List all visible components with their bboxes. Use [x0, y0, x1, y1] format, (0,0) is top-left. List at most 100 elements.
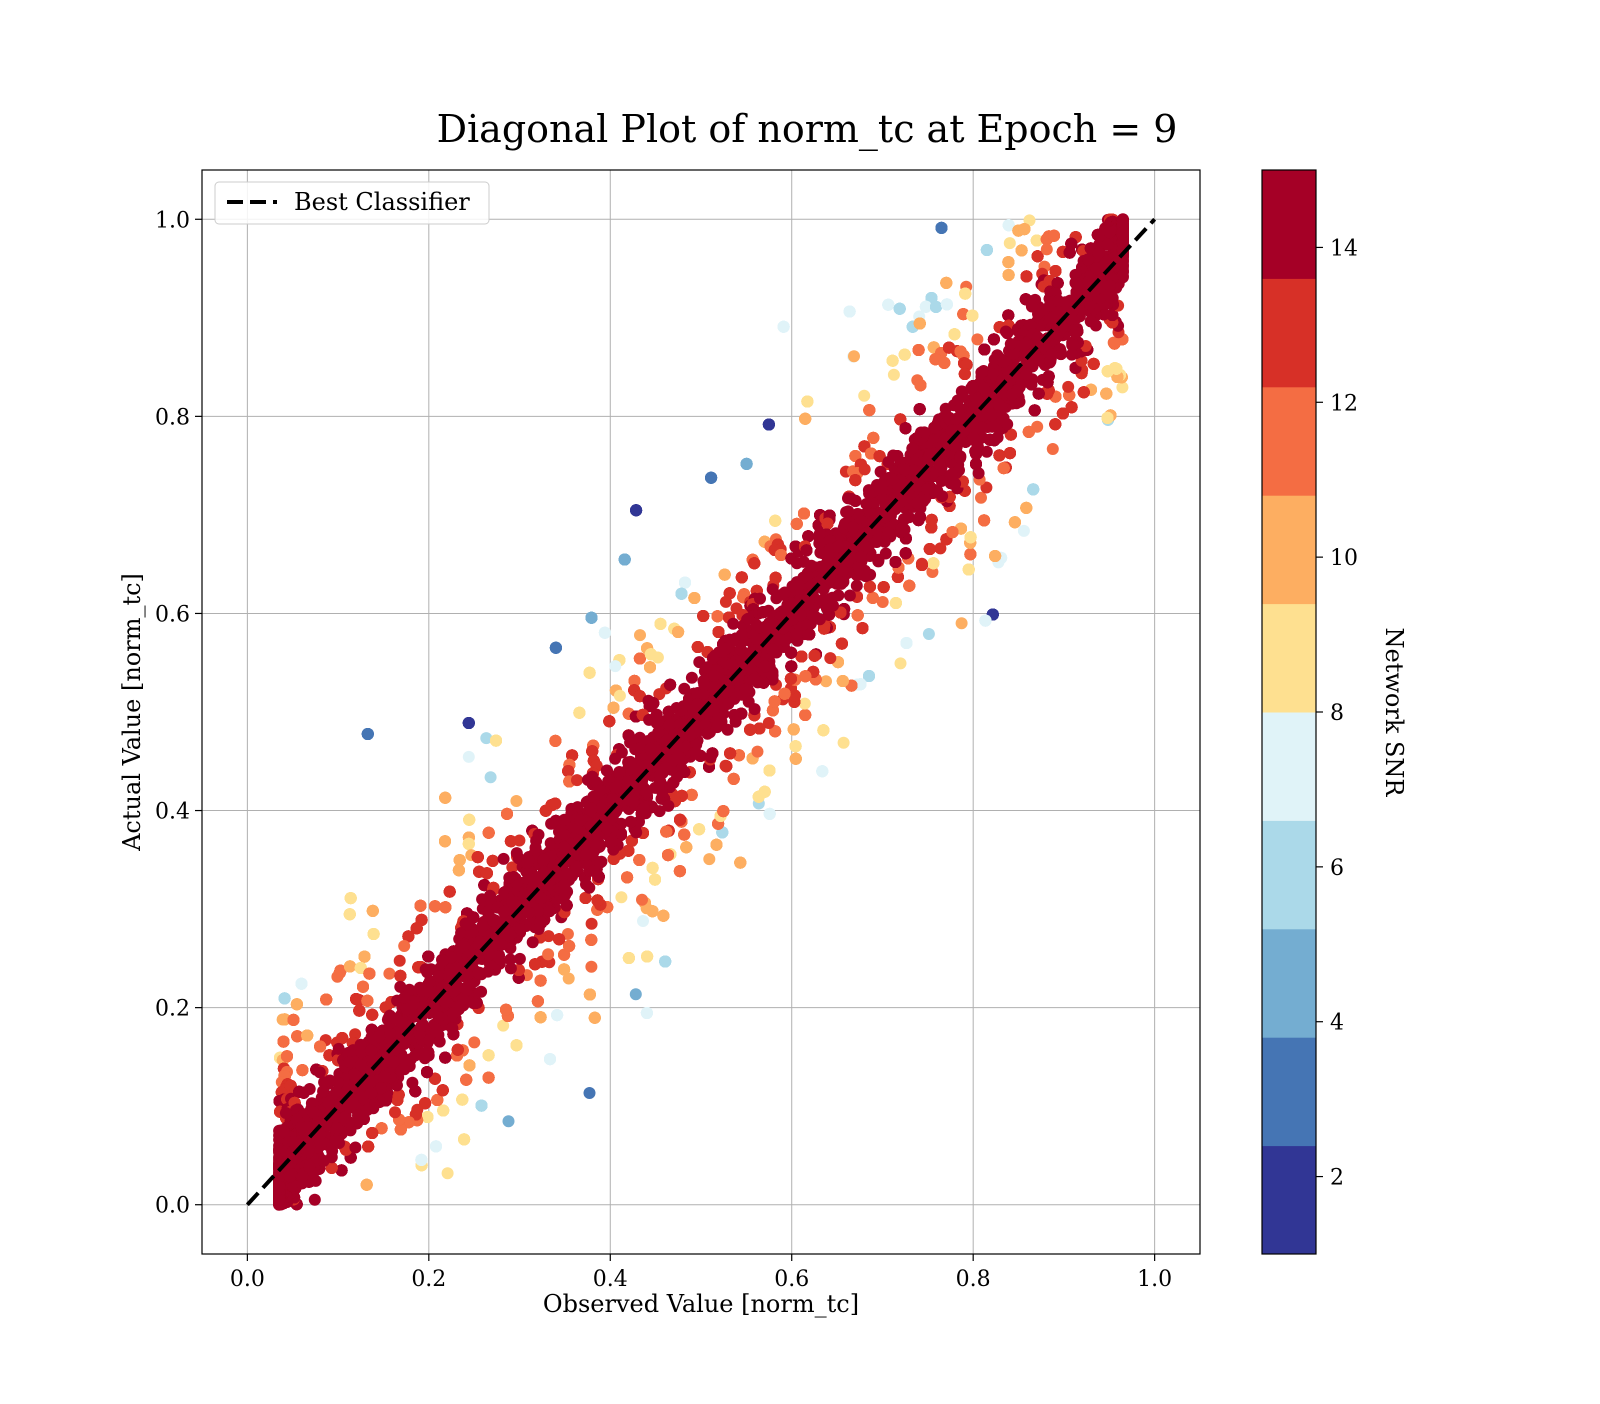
scatter-point [836, 638, 848, 650]
scatter-point [558, 963, 570, 975]
scatter-point [1029, 404, 1041, 416]
scatter-point [472, 851, 484, 863]
scatter-point [979, 615, 991, 627]
scatter-point [662, 849, 674, 861]
scatter-point [563, 940, 575, 952]
scatter-point [785, 660, 797, 672]
scatter-point [586, 612, 598, 624]
scatter-point [915, 379, 927, 391]
scatter-point [513, 835, 525, 847]
scatter-point [947, 526, 959, 538]
scatter-point [882, 299, 894, 311]
scatter-point [1062, 381, 1074, 393]
scatter-point [592, 894, 604, 906]
scatter-point [551, 1009, 563, 1021]
scatter-point [623, 952, 635, 964]
scatter-point [672, 626, 684, 638]
scatter-point [614, 690, 626, 702]
scatter-point [728, 773, 740, 785]
scatter-point [930, 301, 942, 313]
scatter-point [389, 1106, 401, 1118]
scatter-point [802, 530, 814, 542]
scatter-point [998, 462, 1010, 474]
scatter-point [344, 960, 356, 972]
scatter-point [799, 698, 811, 710]
scatter-point [926, 514, 938, 526]
scatter-point [788, 723, 800, 735]
scatter-point [535, 1011, 547, 1023]
scatter-point [368, 928, 380, 940]
scatter-point [361, 1179, 373, 1191]
scatter-point [837, 675, 849, 687]
scatter-point [483, 1049, 495, 1061]
scatter-point [963, 564, 975, 576]
scatter-point [717, 805, 729, 817]
scatter-point [769, 695, 781, 707]
scatter-point [655, 618, 667, 630]
scatter-point [816, 765, 828, 777]
scatter-point [1018, 223, 1030, 235]
scatter-point [887, 355, 899, 367]
scatter-point [1002, 256, 1014, 268]
scatter-point [544, 1053, 556, 1065]
scatter-point [1021, 270, 1033, 282]
scatter-point [711, 839, 723, 851]
scatter-point [959, 368, 971, 380]
scatter-point [359, 951, 371, 963]
scatter-point [978, 344, 990, 356]
scatter-point [798, 508, 810, 520]
scatter-point [703, 853, 715, 865]
scatter-point [599, 627, 611, 639]
scatter-point [741, 458, 753, 470]
scatter-point [867, 432, 879, 444]
scatter-point [900, 422, 912, 434]
scatter-point [291, 998, 303, 1010]
scatter-point [367, 905, 379, 917]
scatter-point [1020, 502, 1032, 514]
scatter-point [633, 854, 645, 866]
scatter-point [296, 1064, 308, 1076]
scatter-point [940, 277, 952, 289]
scatter-point [363, 968, 375, 980]
scatter-point [790, 753, 802, 765]
scatter-point [411, 922, 423, 934]
scatter-point [799, 670, 811, 682]
scatter-point [1050, 265, 1062, 277]
scatter-point [498, 853, 510, 865]
scatter-point [584, 989, 596, 1001]
scatter-point [824, 652, 836, 664]
scatter-point [437, 1084, 449, 1096]
scatter-point [901, 637, 913, 649]
scatter-point [278, 1036, 290, 1048]
scatter-point [720, 760, 732, 772]
scatter-point [573, 707, 585, 719]
scatter-point [483, 827, 495, 839]
scatter-point [501, 808, 513, 820]
scatter-point [1023, 426, 1035, 438]
scatter-point [647, 862, 659, 874]
scatter-point [859, 463, 871, 475]
scatter-point [366, 1127, 378, 1139]
scatter-point [585, 934, 597, 946]
scatter-point [562, 765, 574, 777]
scatter-point [924, 543, 936, 555]
scatter-point [1004, 237, 1016, 249]
scatter-point [890, 556, 902, 568]
scatter-point [959, 288, 971, 300]
scatter-point [463, 838, 475, 850]
scatter-point [487, 855, 499, 867]
scatter-point [454, 854, 466, 866]
scatter-point [923, 628, 935, 640]
scatter-point [965, 531, 977, 543]
scatter-point [619, 554, 631, 566]
scatter-point [971, 333, 983, 345]
scatter-point [542, 948, 554, 960]
scatter-point [848, 350, 860, 362]
scatter-point [981, 244, 993, 256]
chart-title: Diagonal Plot of norm_tc at Epoch = 9 [437, 107, 1178, 152]
scatter-point [615, 891, 627, 903]
scatter-point [437, 1105, 449, 1117]
scatter-point [553, 933, 565, 945]
